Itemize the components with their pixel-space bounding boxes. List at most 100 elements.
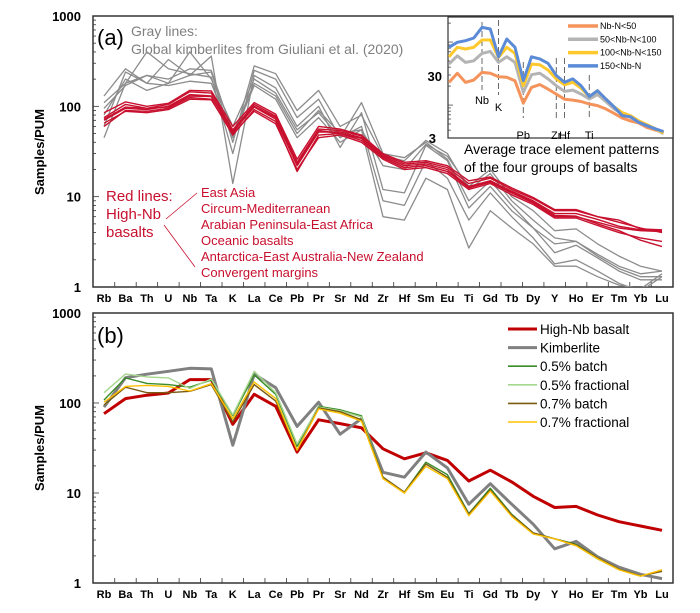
red-group-label: Convergent margins <box>201 265 319 280</box>
legend-label: 0.5% fractional <box>540 378 629 393</box>
inset-legend-label: 50<Nb-N<100 <box>600 34 657 44</box>
gray-kimberlite-line <box>103 71 663 287</box>
panel-a-xtick-label: Pb <box>290 293 304 305</box>
panel-b-xtick-label: Er <box>592 589 604 601</box>
gray-kimberlite-line <box>103 68 663 272</box>
panel-b-xtick-label: U <box>164 589 172 601</box>
inset-series-line <box>447 38 665 135</box>
panel-b-series-line <box>103 378 663 532</box>
panel-b-xtick-label: Tb <box>505 589 519 601</box>
red-group-label: Oceanic basalts <box>201 233 294 248</box>
legend-label: 0.7% batch <box>540 396 608 411</box>
legend-label: 0.7% fractional <box>540 415 629 430</box>
legend-label: 0.5% batch <box>540 359 608 374</box>
panel-a-xtick-label: Zr <box>377 293 389 305</box>
panel-b-xtick-label: Sm <box>417 589 434 601</box>
red-group-label: Antarctica-East Australia-New Zealand <box>201 249 424 264</box>
inset-element-label: Nb <box>475 95 489 107</box>
panel-a-ytick-label: 1 <box>74 280 81 295</box>
panel-b-xtick-label: Ta <box>205 589 218 601</box>
panel-b-plot-frame <box>92 312 674 584</box>
panel-b-xtick-label: Tm <box>611 589 628 601</box>
panel-a-xtick-label: Th <box>140 293 154 305</box>
red-bracket-line <box>163 224 196 268</box>
panel-b-xtick-label: Pr <box>313 589 325 601</box>
panel-a-xtick-label: Ho <box>569 293 584 305</box>
panel-b-xtick-label: Th <box>140 589 154 601</box>
panel-b-xtick-label: K <box>229 589 237 601</box>
panel-a-xtick-label: Yb <box>633 293 647 305</box>
panel-b-xtick-label: Zr <box>377 589 389 601</box>
panel-b-xtick-label: Yb <box>633 589 647 601</box>
panel-b-label: (b) <box>97 323 124 348</box>
inset-legend-label: Nb-N<50 <box>600 21 636 31</box>
red-high-nb-line <box>103 98 663 243</box>
panel-b-ytick-label: 100 <box>59 396 81 411</box>
red-high-nb-line <box>103 93 663 232</box>
panel-b-xtick-label: Ce <box>269 589 283 601</box>
inset-caption-1: Average trace element patterns <box>464 141 659 157</box>
inset-series-line <box>448 25 664 133</box>
panel-b-xtick-label: Nb <box>183 589 198 601</box>
inset-series-line <box>447 70 664 134</box>
panel-a-xtick-label: Tm <box>611 293 628 305</box>
panel-b-xtick-label: Hf <box>399 589 411 601</box>
panel-a-xtick-label: Er <box>592 293 604 305</box>
inset-element-label: K <box>495 102 503 114</box>
panel-a-xtick-label: Dy <box>526 293 541 305</box>
gray-lines-title: Gray lines: <box>131 23 198 39</box>
panel-b-xtick-label: Ti <box>464 589 474 601</box>
panel-b-ytick-label: 1 <box>74 576 81 591</box>
panel-a-xtick-label: U <box>164 293 172 305</box>
red-lines-title-3: basalts <box>106 224 154 241</box>
panel-a-xtick-label: Nb <box>183 293 198 305</box>
panel-a-xtick-label: Nd <box>354 293 369 305</box>
legend-label: Kimberlite <box>540 341 600 356</box>
panel-b-xtick-label: Lu <box>655 589 668 601</box>
panel-b-xtick-label: Ho <box>569 589 584 601</box>
panel-a-xtick-label: Tb <box>505 293 519 305</box>
inset-element-label: Zr <box>551 130 562 142</box>
inset-ytick-30: 30 <box>428 69 442 84</box>
gray-kimberlite-line <box>103 51 663 287</box>
panel-a-label: (a) <box>97 25 124 50</box>
panel-a-xtick-label: Ti <box>464 293 474 305</box>
panel-a-xtick-label: Rb <box>97 293 112 305</box>
red-group-label: Circum-Mediterranean <box>201 201 330 216</box>
panel-a-xtick-label: Ba <box>118 293 133 305</box>
red-high-nb-line <box>103 89 663 234</box>
panel-a-plot-frame <box>92 15 674 288</box>
legend-label: High-Nb basalt <box>540 322 630 337</box>
panel-b-xtick-label: Rb <box>97 589 112 601</box>
panel-a-xtick-label: Hf <box>399 293 411 305</box>
inset-element-label: Pb <box>517 130 530 142</box>
panel-b-ytick-label: 1000 <box>52 306 81 321</box>
panel-a-ytick-label: 100 <box>59 99 81 114</box>
red-bracket-line <box>165 192 198 220</box>
panel-b-xtick-label: Gd <box>483 589 498 601</box>
panel-a-xtick-label: Gd <box>483 293 498 305</box>
inset-legend-label: 100<Nb-N<150 <box>600 48 662 58</box>
y-axis-label-a: Samples/PUM <box>32 109 47 195</box>
panel-a-lines <box>103 51 663 287</box>
red-lines-title-2: High-Nb <box>106 206 161 223</box>
panel-a-ytick-label: 1000 <box>52 9 81 24</box>
panel-b-ytick-label: 10 <box>67 486 81 501</box>
panel-a-xtick-label: Eu <box>440 293 454 305</box>
panel-b-xtick-label: Sr <box>334 589 346 601</box>
red-high-nb-line <box>103 95 663 248</box>
panel-b-xtick-label: Nd <box>354 589 369 601</box>
panel-b-xtick-label: Y <box>551 589 559 601</box>
red-group-label: Arabian Peninsula-East Africa <box>201 217 374 232</box>
inset-legend-label: 150<Nb-N <box>600 61 641 71</box>
gray-lines-source: Global kimberlites from Giuliani et al. … <box>131 41 403 57</box>
panel-a-xtick-label: Ce <box>269 293 283 305</box>
inset-element-label: Hf <box>559 130 571 142</box>
panel-a-xtick-label: La <box>248 293 262 305</box>
red-group-label: East Asia <box>201 185 256 200</box>
panel-b-xtick-label: La <box>248 589 262 601</box>
panel-a-xtick-label: Y <box>551 293 559 305</box>
panel-a-xtick-label: Ta <box>205 293 218 305</box>
inset-ytick-3: 3 <box>429 131 436 146</box>
